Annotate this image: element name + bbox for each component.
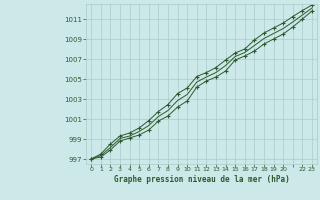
X-axis label: Graphe pression niveau de la mer (hPa): Graphe pression niveau de la mer (hPa) — [114, 175, 290, 184]
